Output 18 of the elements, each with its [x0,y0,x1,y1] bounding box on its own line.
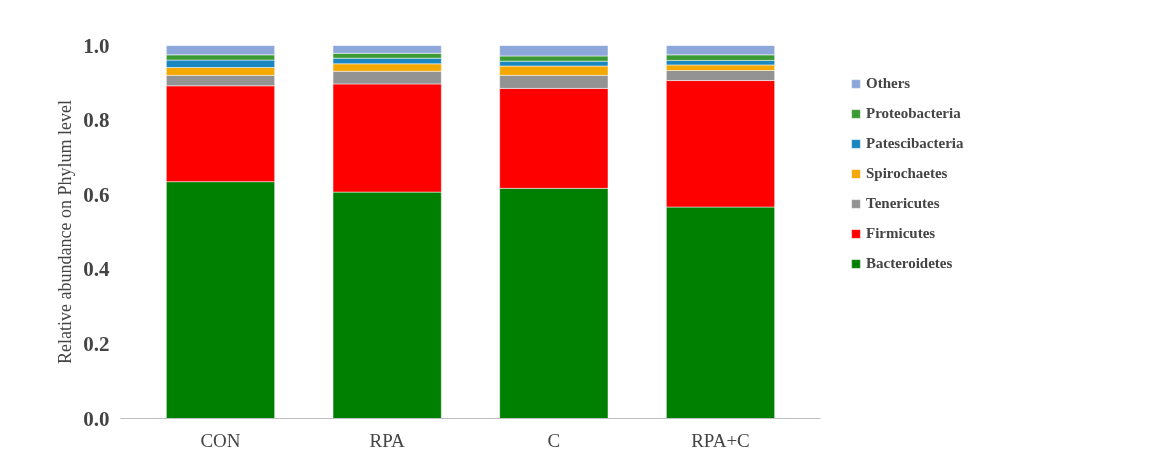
legend-label: Proteobacteria [866,105,961,122]
y-tick-label: 0.2 [83,331,110,356]
legend-label: Patescibacteria [866,135,964,152]
y-tick-label: 0.6 [83,182,110,207]
legend-label: Bacteroidetes [866,255,953,272]
x-tick-label: RPA [369,429,406,451]
y-axis-title: Relative abundance on Phylum level [55,100,76,364]
legend-label: Tenericutes [866,195,940,212]
x-tick-label: CON [200,429,241,451]
legend-label: Others [866,75,911,92]
x-tick-label: RPA+C [691,429,750,451]
y-tick-label: 1.0 [83,33,110,58]
x-tick-label: C [547,429,561,451]
legend-label: Firmicutes [866,225,936,242]
y-tick-label: 0.0 [83,406,110,431]
y-tick-label: 0.4 [83,257,110,282]
legend-label: Spirochaetes [866,165,948,182]
y-tick-label: 0.8 [83,108,110,133]
